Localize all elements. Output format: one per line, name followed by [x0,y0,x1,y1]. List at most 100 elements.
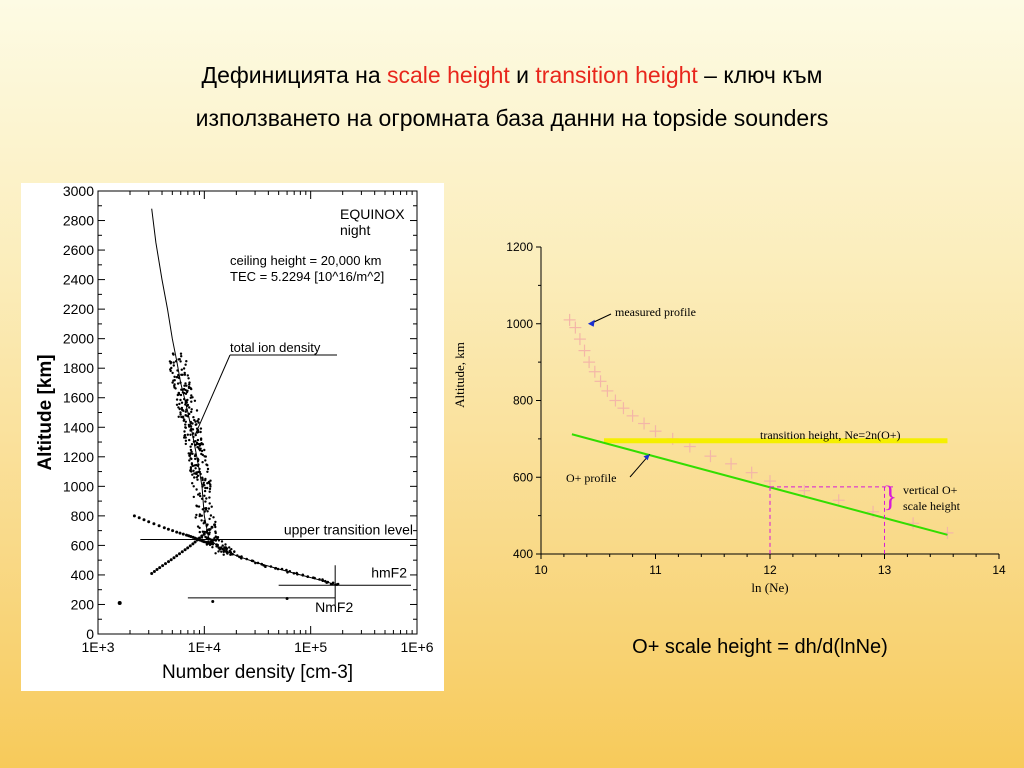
density-point [285,568,288,572]
title-part-1: Дефиницията на [201,62,388,88]
density-point [176,375,179,379]
density-point [192,432,195,435]
measured-point [649,425,662,438]
hydrogen-point [175,530,179,534]
density-point [199,427,203,430]
density-point [183,430,186,433]
oxygen-point [180,550,184,554]
density-point [220,540,224,543]
density-point [199,438,203,441]
density-point [200,514,203,517]
density-point [188,438,191,442]
oxygen-point [186,546,190,550]
density-point [214,520,217,524]
density-point [177,373,180,377]
density-point [200,497,204,500]
density-point [179,413,182,416]
density-point [199,430,202,434]
density-point [198,467,201,471]
density-point [214,552,217,555]
density-point [198,492,201,495]
y-tick-label: 200 [71,596,95,612]
title-part-5: – ключ към [697,62,823,88]
measured-point [798,484,811,497]
y-tick-label: 1800 [63,360,94,376]
density-point [193,464,196,467]
density-point [181,416,185,419]
density-point [184,403,187,406]
scale-height-chart: 400 600 800 1000 1200 10 11 12 13 14 ln (Ne) Altitu… [440,225,1020,630]
density-point [192,485,195,488]
density-point [184,388,187,392]
density-point [196,478,199,481]
density-point [194,457,197,461]
oxygen-point [164,562,167,566]
density-point [173,375,176,378]
density-point [176,382,180,385]
scale-height-label-1: vertical O+ [903,483,958,497]
density-point [196,457,199,460]
upper-transition-label: upper transition level [284,521,413,537]
measured-point [832,494,845,507]
density-point [183,371,186,375]
density-point [198,530,201,534]
density-point [207,480,211,484]
oxygen-point [198,536,201,540]
density-point [189,452,192,455]
density-point [240,555,243,558]
density-point [189,425,193,428]
density-point [184,382,187,385]
density-point [180,406,184,410]
density-point [178,402,181,406]
density-point [184,363,187,366]
density-point [193,399,197,402]
measured-point [638,417,651,430]
density-point [188,383,191,386]
density-point [194,453,197,456]
transition-height-label: transition height, Ne=2n(O+) [760,428,901,442]
y-tick-label: 2800 [63,213,94,229]
density-point [183,418,186,421]
density-point [238,555,241,559]
y-tick-label: 1000 [506,317,533,331]
density-point [185,384,188,387]
y-tick-label: 400 [513,547,533,561]
density-point [221,547,224,551]
ceiling-height-label: ceiling height = 20,000 km [230,253,381,268]
hydrogen-point [137,516,141,520]
density-point [245,557,248,561]
density-point [179,393,183,397]
density-point [288,570,292,573]
x-tick-label: 10 [534,563,548,577]
hydrogen-point [181,532,185,536]
density-point [176,393,179,397]
density-point [190,462,194,465]
density-point [192,435,195,439]
density-point [201,476,204,479]
x-axis-label: Number density [cm-3] [162,662,353,683]
scale-height-formula: O+ scale height = dh/d(lnNe) [632,636,888,658]
density-point [186,403,190,407]
density-point [191,473,194,476]
density-point [195,505,199,508]
total-ion-density-line [151,208,338,586]
density-point [195,471,198,474]
density-point [195,513,198,517]
y-tick-label: 1600 [63,390,94,406]
density-point [224,543,227,546]
oxygen-point [202,532,206,536]
density-point [192,495,195,499]
density-point [311,576,315,579]
hydrogen-point [162,526,166,530]
oplus-profile-arrow [643,454,650,461]
x-axis-label: ln (Ne) [751,580,788,595]
density-point [236,554,239,557]
total-ion-density-label: total ion density [230,340,321,355]
density-point [190,410,193,414]
density-point [204,455,207,458]
density-point [198,443,202,446]
density-point [175,403,179,406]
density-point [206,510,209,513]
density-point [208,490,211,493]
hydrogen-point [147,520,151,524]
